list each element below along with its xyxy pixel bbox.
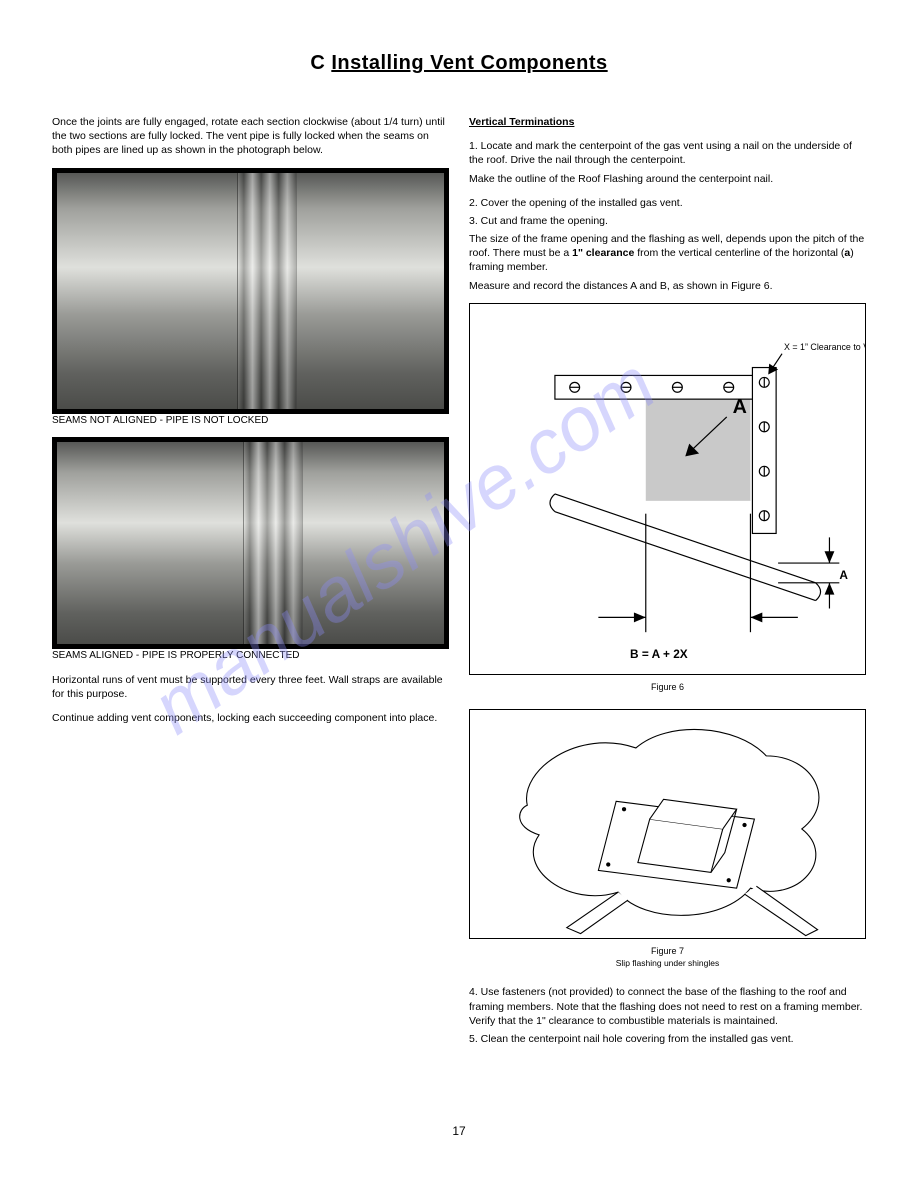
right-p7: 4. Use fasteners (not provided) to conne… — [469, 985, 866, 1028]
right-p5: The size of the frame opening and the fl… — [469, 232, 866, 275]
fig6-a-dim: A — [839, 568, 848, 582]
figure-6: X = 1” Clearance to Vertical A A B = A +… — [469, 303, 866, 675]
left-p2: Horizontal runs of vent must be supporte… — [52, 673, 449, 701]
photo-pipe-aligned — [52, 437, 449, 649]
fig6-x-label: X = 1” Clearance to Vertical — [784, 341, 865, 351]
right-p4: 3. Cut and frame the opening. — [469, 214, 866, 228]
photo1-label: SEAMS NOT ALIGNED - PIPE IS NOT LOCKED — [52, 414, 449, 428]
figure-7 — [469, 709, 866, 939]
right-p8: 5. Clean the centerpoint nail hole cover… — [469, 1032, 866, 1046]
right-p1: 1. Locate and mark the centerpoint of th… — [469, 139, 866, 167]
right-p3: 2. Cover the opening of the installed ga… — [469, 196, 866, 210]
header-underlined: Installing Vent Components — [331, 52, 607, 74]
right-p2: Make the outline of the Roof Flashing ar… — [469, 172, 866, 186]
photo2-label: SEAMS ALIGNED - PIPE IS PROPERLY CONNECT… — [52, 649, 449, 663]
left-column: Once the joints are fully engaged, rotat… — [52, 115, 449, 1056]
page-header: C Installing Vent Components — [0, 0, 918, 75]
page-number: 17 — [0, 1124, 918, 1138]
left-p3: Continue adding vent components, locking… — [52, 711, 449, 725]
fig7-caption: Figure 7 Slip flashing under shingles — [469, 945, 866, 970]
header-prefix: C — [310, 52, 331, 74]
right-p6: Measure and record the distances A and B… — [469, 279, 866, 293]
left-p1: Once the joints are fully engaged, rotat… — [52, 115, 449, 158]
fig6-big-a: A — [733, 396, 747, 418]
content-columns: Once the joints are fully engaged, rotat… — [0, 75, 918, 1056]
fig6-caption: Figure 6 — [469, 681, 866, 693]
photo-pipe-unaligned — [52, 168, 449, 414]
fig6-b-dim: B = A + 2X — [630, 647, 688, 661]
right-column: Vertical Terminations 1. Locate and mark… — [469, 115, 866, 1056]
right-title: Vertical Terminations — [469, 115, 866, 129]
